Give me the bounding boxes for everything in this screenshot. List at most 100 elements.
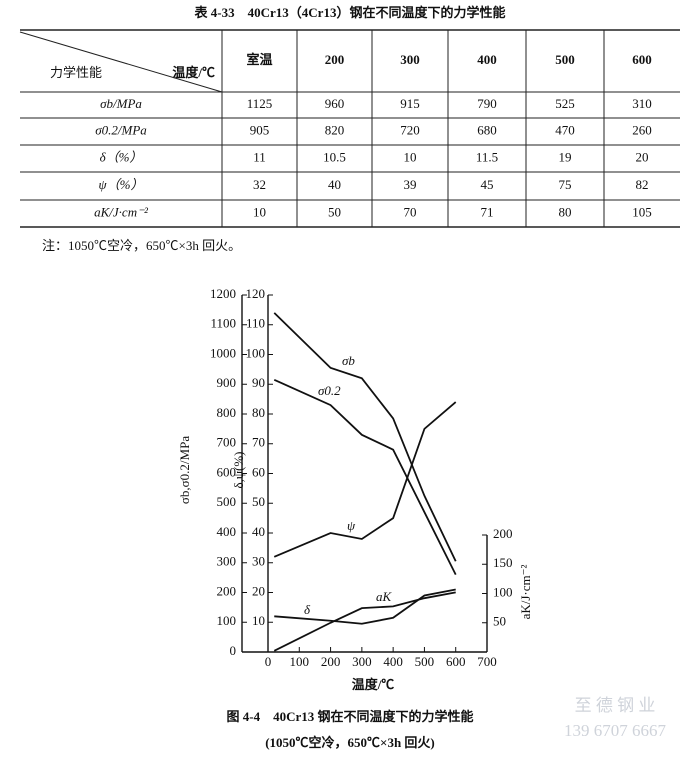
row-label: δ（%）: [100, 149, 143, 164]
cell: 10: [404, 149, 417, 164]
cell: 50: [328, 204, 341, 219]
table-title: 表 4-33 40Cr13（4Cr13）钢在不同温度下的力学性能: [194, 5, 506, 20]
cell: 32: [253, 177, 266, 192]
watermark: 至 德 钢 业: [575, 696, 656, 715]
cell: 790: [477, 96, 497, 111]
cell: 11: [253, 149, 266, 164]
y-tick-label: 1200: [210, 286, 236, 301]
row-label: σb/MPa: [100, 96, 142, 111]
y2-tick-label: 40: [252, 524, 265, 539]
y2-tick-label: 20: [252, 583, 265, 598]
cell: 45: [481, 177, 494, 192]
x-tick-label: 300: [352, 654, 372, 669]
y3-tick-label: 50: [493, 614, 506, 629]
y-axis-title: σb,σ0.2/MPa: [177, 436, 192, 504]
cell: 80: [559, 204, 572, 219]
x-tick-label: 700: [477, 654, 497, 669]
x-tick-label: 100: [290, 654, 310, 669]
series-label: aK: [376, 589, 393, 604]
series-line: [274, 588, 456, 625]
x-tick-label: 0: [265, 654, 272, 669]
y3-tick-label: 150: [493, 555, 513, 570]
y-tick-label: 300: [217, 554, 237, 569]
series-label: δ: [304, 602, 311, 617]
y-tick-label: 1100: [210, 316, 236, 331]
x-tick-label: 400: [383, 654, 403, 669]
y2-tick-label: 90: [252, 375, 265, 390]
cell: 70: [404, 204, 417, 219]
y-tick-label: 100: [217, 613, 237, 628]
series-label: ψ: [347, 518, 356, 533]
column-header: 200: [325, 52, 345, 67]
cell: 915: [400, 96, 420, 111]
cell: 11.5: [476, 149, 498, 164]
cell: 20: [636, 149, 649, 164]
series-label: σ0.2: [318, 383, 341, 398]
y2-tick-label: 60: [252, 464, 265, 479]
y-tick-label: 200: [217, 583, 237, 598]
y2-tick-label: 120: [246, 286, 266, 301]
cell: 82: [636, 177, 649, 192]
y-tick-label: 600: [217, 464, 237, 479]
column-header: 400: [477, 52, 497, 67]
series-line: [273, 401, 457, 558]
series-line: [273, 378, 457, 576]
y2-tick-label: 30: [252, 554, 265, 569]
y3-tick-label: 200: [493, 526, 513, 541]
y-tick-label: 500: [217, 494, 237, 509]
column-header: 室温: [246, 52, 272, 67]
row-label: ψ（%）: [99, 177, 144, 192]
cell: 10: [253, 204, 266, 219]
y-tick-label: 900: [217, 375, 237, 390]
corner-bottom: 力学性能: [50, 65, 102, 80]
x-tick-label: 500: [415, 654, 435, 669]
y3-tick-label: 100: [493, 584, 513, 599]
table-rule: [19, 31, 223, 93]
cell: 19: [559, 149, 572, 164]
cell: 1125: [247, 96, 273, 111]
cell: 39: [404, 177, 417, 192]
y2-tick-label: 10: [252, 613, 265, 628]
chart-title: 图 4-4 40Cr13 钢在不同温度下的力学性能: [227, 709, 474, 724]
cell: 820: [325, 122, 345, 137]
column-header: 600: [632, 52, 652, 67]
row-label: σ0.2/MPa: [95, 122, 147, 137]
y-tick-label: 800: [217, 405, 237, 420]
row-label: aK/J·cm⁻²: [94, 204, 149, 219]
cell: 310: [632, 96, 652, 111]
y-tick-label: 700: [217, 435, 237, 450]
x-tick-label: 600: [446, 654, 466, 669]
y2-tick-label: 80: [252, 405, 265, 420]
series-label: σb: [342, 353, 355, 368]
corner-top: 温度/℃: [172, 65, 215, 80]
watermark: 139 6707 6667: [564, 721, 667, 740]
x-axis-title: 温度/℃: [352, 677, 395, 692]
cell: 10.5: [323, 149, 346, 164]
y-tick-label: 1000: [210, 345, 236, 360]
series-line: [273, 591, 456, 652]
cell: 680: [477, 122, 497, 137]
cell: 905: [250, 122, 270, 137]
cell: 960: [325, 96, 345, 111]
y-tick-label: 0: [230, 643, 237, 658]
column-header: 500: [555, 52, 575, 67]
cell: 720: [400, 122, 420, 137]
x-tick-label: 200: [321, 654, 341, 669]
y2-tick-label: 70: [252, 435, 265, 450]
chart-subtitle: (1050℃空冷，650℃×3h 回火): [265, 735, 435, 750]
column-header: 300: [400, 52, 420, 67]
cell: 260: [632, 122, 652, 137]
cell: 40: [328, 177, 341, 192]
cell: 470: [555, 122, 575, 137]
table-note: 注：1050℃空冷，650℃×3h 回火。: [42, 238, 241, 253]
series-line: [273, 312, 457, 562]
cell: 71: [481, 204, 494, 219]
y3-axis-title: aK/J·cm⁻²: [518, 565, 533, 620]
cell: 525: [555, 96, 575, 111]
y2-tick-label: 100: [246, 345, 266, 360]
cell: 105: [632, 204, 652, 219]
cell: 75: [559, 177, 572, 192]
y-tick-label: 400: [217, 524, 237, 539]
